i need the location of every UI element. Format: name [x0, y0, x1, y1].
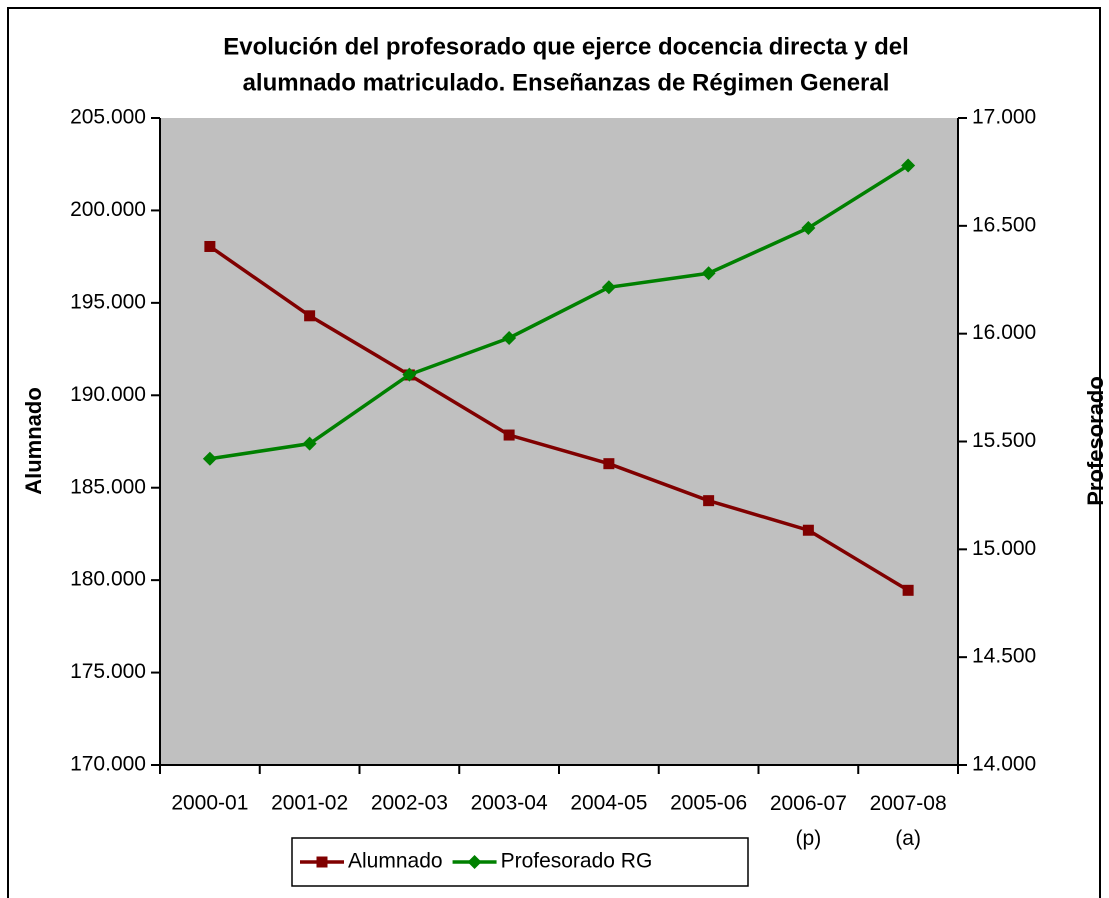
y-axis-title: Alumnado — [21, 387, 46, 495]
series-marker — [701, 266, 716, 281]
legend-marker — [316, 856, 328, 868]
x-tick-label: 2007-08 (a) — [870, 792, 947, 850]
legend-marker — [467, 855, 482, 869]
y-tick-label: 170.000 — [70, 753, 146, 776]
x-tick-label: 2001-02 — [271, 792, 348, 815]
y2-tick-label: 16.000 — [972, 321, 1036, 344]
series-marker — [703, 495, 715, 507]
x-tick-label: 2006-07 (p) — [770, 792, 847, 850]
series-marker — [503, 429, 515, 441]
y-tick-label: 205.000 — [70, 106, 146, 129]
x-tick-label: 2005-06 — [670, 792, 747, 815]
series-marker — [204, 240, 216, 252]
series-marker — [402, 367, 417, 382]
y-tick-label: 190.000 — [70, 383, 146, 406]
series-marker — [902, 584, 914, 596]
y-tick-label: 195.000 — [70, 290, 146, 313]
chart-title: alumnado matriculado. Enseñanzas de Régi… — [243, 69, 890, 96]
series-marker — [603, 458, 615, 470]
y2-tick-label: 14.500 — [972, 645, 1036, 668]
y2-tick-label: 15.000 — [972, 537, 1036, 560]
y2-axis-title: Profesorado — [1083, 376, 1108, 506]
series-marker — [802, 524, 814, 536]
series-marker — [801, 220, 816, 235]
series-marker — [502, 330, 517, 345]
y2-tick-label: 16.500 — [972, 213, 1036, 236]
legend — [291, 837, 749, 887]
legend-label: Alumnado — [348, 850, 443, 873]
series-line — [209, 163, 910, 461]
x-tick-label: 2003-04 — [471, 792, 548, 815]
chart-border — [7, 7, 1101, 898]
series-marker — [304, 310, 316, 322]
x-tick-label: 2000-01 — [171, 792, 248, 815]
chart-title: Evolución del profesorado que ejerce doc… — [223, 33, 909, 60]
series-marker — [302, 436, 317, 451]
y-tick-label: 175.000 — [70, 660, 146, 683]
x-tick-label: 2004-05 — [570, 792, 647, 815]
series-marker — [202, 451, 217, 466]
legend-label: Profesorado RG — [501, 850, 653, 873]
y2-tick-label: 14.000 — [972, 753, 1036, 776]
y-tick-label: 200.000 — [70, 198, 146, 221]
plot-area — [160, 118, 958, 765]
x-tick-label: 2002-03 — [371, 792, 448, 815]
y-tick-label: 185.000 — [70, 475, 146, 498]
y2-tick-label: 17.000 — [972, 106, 1036, 129]
y-tick-label: 180.000 — [70, 568, 146, 591]
y2-tick-label: 15.500 — [972, 429, 1036, 452]
series-line — [208, 245, 910, 592]
series-marker — [901, 158, 916, 173]
series-marker — [601, 280, 616, 295]
